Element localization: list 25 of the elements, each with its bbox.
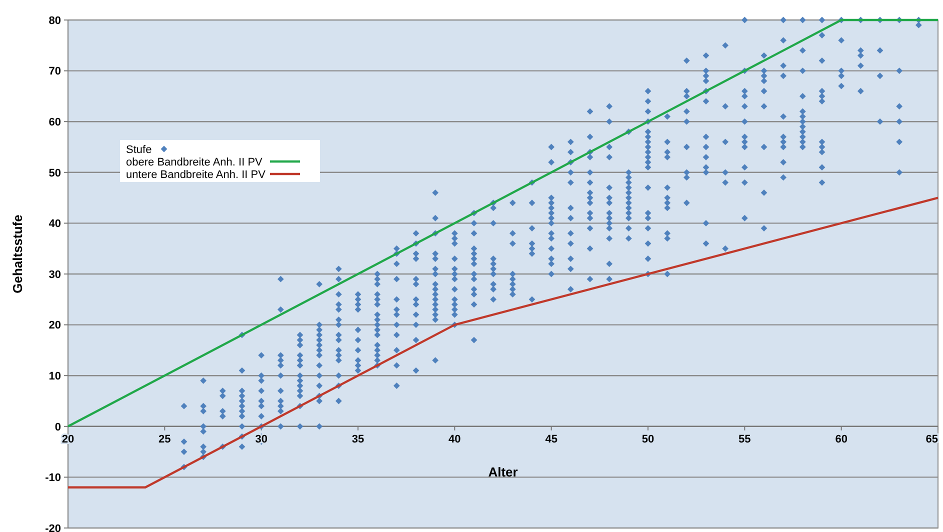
y-tick-label: -10: [45, 472, 61, 484]
y-tick-label: 80: [48, 14, 61, 27]
y-tick-label: 60: [48, 116, 61, 128]
y-tick-label: -20: [45, 522, 61, 532]
x-tick-label: 65: [926, 433, 938, 446]
x-tick-label: 50: [642, 433, 654, 446]
x-tick-label: 35: [352, 433, 364, 446]
x-tick-label: 55: [738, 433, 751, 446]
y-tick-label: 70: [48, 66, 61, 78]
x-axis-title: Alter: [488, 464, 518, 480]
x-tick-label: 45: [545, 433, 558, 446]
x-tick-label: 25: [158, 433, 171, 446]
y-tick-label: 10: [48, 370, 61, 382]
legend-label: obere Bandbreite Anh. II PV: [126, 156, 264, 168]
x-tick-label: 60: [835, 433, 848, 446]
y-tick-label: 40: [48, 218, 61, 230]
y-axis-title: Gehaltsstufe: [10, 214, 25, 294]
legend-label: Stufe: [126, 144, 152, 156]
y-tick-label: 20: [48, 320, 61, 332]
y-tick-label: 0: [54, 421, 61, 434]
x-tick-label: 40: [448, 433, 461, 446]
y-tick-label: 50: [48, 167, 61, 180]
y-tick-label: 30: [48, 268, 61, 281]
x-tick-label: 20: [62, 433, 74, 446]
legend-label: untere Bandbreite Anh. II PV: [126, 168, 266, 181]
